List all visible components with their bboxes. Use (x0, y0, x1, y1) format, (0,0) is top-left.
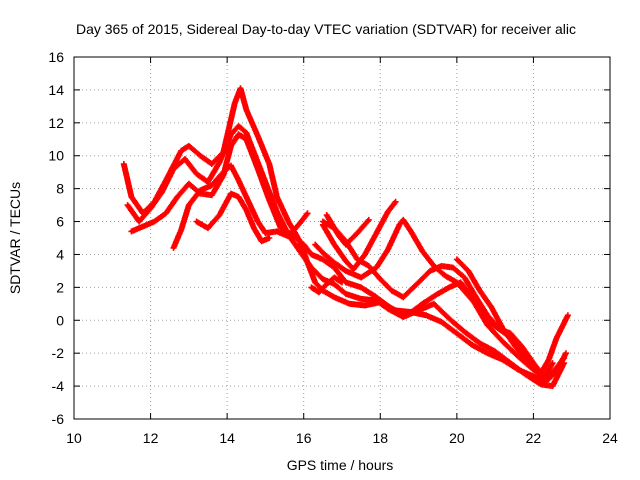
x-tick-label: 22 (526, 430, 542, 446)
y-tick-label: 4 (56, 246, 64, 262)
series-track-9 (323, 212, 372, 248)
series-track-8 (319, 198, 399, 273)
y-tick-label: -2 (52, 345, 65, 361)
y-tick-label: 16 (48, 49, 64, 65)
x-axis-label: GPS time / hours (287, 457, 394, 473)
y-tick-label: 8 (56, 181, 64, 197)
y-tick-label: 6 (56, 214, 64, 230)
y-tick-label: 10 (48, 148, 64, 164)
series-track-5 (193, 190, 273, 245)
y-tick-label: -6 (52, 411, 65, 427)
plus-markers (193, 190, 273, 245)
y-axis-label: SDTVAR / TECUs (7, 182, 23, 294)
series-track-11 (453, 256, 541, 373)
series-track-10 (308, 274, 345, 296)
y-tick-label: 12 (48, 115, 64, 131)
data-marks (120, 85, 571, 390)
x-tick-label: 10 (66, 430, 82, 446)
y-tick-label: 0 (56, 312, 64, 328)
x-tick-label: 24 (602, 430, 618, 446)
x-tick-label: 12 (143, 430, 159, 446)
plus-markers (323, 212, 372, 248)
y-tick-label: 2 (56, 279, 64, 295)
y-tick-label: 14 (48, 82, 64, 98)
chart-title: Day 365 of 2015, Sidereal Day-to-day VTE… (76, 21, 576, 37)
x-tick-label: 14 (219, 430, 235, 446)
series-track-4 (170, 162, 311, 251)
plus-markers (319, 198, 399, 273)
x-tick-label: 18 (372, 430, 388, 446)
plus-markers (453, 256, 541, 373)
plot-frame (73, 56, 611, 420)
y-tick-label: -4 (52, 378, 65, 394)
plus-markers (170, 162, 311, 251)
plus-markers (308, 274, 345, 296)
x-tick-label: 20 (449, 430, 465, 446)
x-tick-label: 16 (296, 430, 312, 446)
